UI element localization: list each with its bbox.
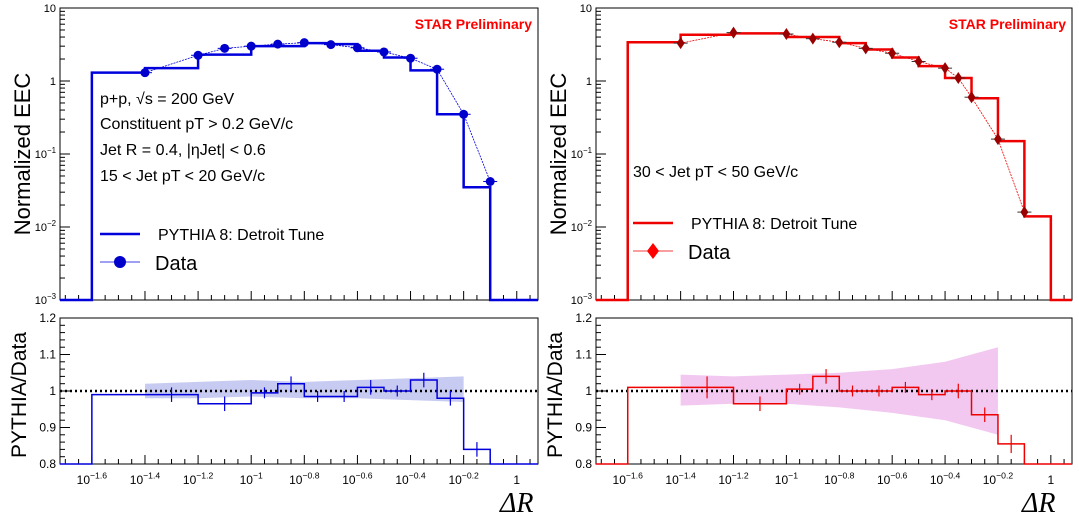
data-point — [914, 55, 923, 68]
data-point — [729, 26, 738, 39]
right-bottom-xtick-label: 10−0.8 — [824, 471, 855, 487]
legend-pythia-label: PYTHIA 8: Detroit Tune — [691, 216, 857, 233]
data-point — [941, 62, 950, 75]
legend-data-label: Data — [688, 242, 731, 264]
ratio-histogram — [596, 375, 1072, 465]
left-top-panel: 10−3 10−2 10−1 1 10 Normalized EEC STAR Prelim… — [10, 3, 539, 307]
right-bottom-xtick-label: 10−1.2 — [718, 471, 749, 487]
data-point — [861, 42, 870, 55]
y-axis-title: Normalized EEC — [546, 73, 571, 236]
ytick-label: 1.1 — [39, 348, 56, 362]
data-point — [246, 41, 256, 51]
ytick-label: 1 — [50, 76, 56, 88]
annotation-text: 30 < Jet pT < 50 GeV/c — [633, 164, 798, 181]
left-bottom-xtick-label: 10−0.6 — [342, 471, 373, 487]
ratio-y-axis-title: PYTHIA/Data — [544, 332, 567, 458]
delta-r-label-right: ΔR — [1021, 488, 1056, 519]
ytick-label: 1.2 — [575, 311, 592, 325]
ytick-label: 0.8 — [39, 457, 56, 471]
star-preliminary-label: STAR Preliminary — [949, 16, 1066, 32]
data-line — [144, 42, 491, 182]
data-point — [1020, 206, 1029, 219]
legend-data-swatch — [647, 243, 659, 259]
data-point — [459, 109, 469, 119]
left-bottom-xtick-label: 10−1.2 — [183, 471, 214, 487]
ytick-label: 1 — [586, 76, 592, 88]
ytick-label: 1 — [49, 384, 56, 398]
data-line — [680, 32, 1025, 213]
data-point — [140, 68, 150, 78]
ytick-label: 10−1 — [35, 146, 57, 161]
data-point — [379, 47, 389, 57]
data-point — [352, 43, 362, 53]
data-point — [967, 91, 976, 104]
ratio-histogram — [60, 379, 538, 465]
data-point — [193, 50, 203, 60]
data-point — [808, 32, 817, 45]
data-point — [485, 177, 495, 187]
right-bottom-xtick-label: 10−0.6 — [877, 471, 908, 487]
right-bottom-xtick-label: 10−0.4 — [930, 471, 961, 487]
data-point — [299, 38, 309, 48]
ytick-label: 0.9 — [39, 421, 56, 435]
star-preliminary-label: STAR Preliminary — [415, 16, 532, 32]
ytick-label: 10 — [580, 3, 592, 15]
panels-layer: 10−3 10−2 10−1 1 10 Normalized EEC STAR Prelim… — [8, 3, 1073, 487]
right-bottom-xtick-label: 10−1 — [775, 471, 798, 487]
right-bottom-xtick-label: 10−1.4 — [665, 471, 696, 487]
right-bottom-xtick-label: 1 — [1048, 473, 1055, 487]
ytick-label: 10−2 — [35, 219, 56, 234]
data-point — [676, 37, 685, 50]
data-point — [835, 36, 844, 49]
ytick-label: 1 — [585, 384, 592, 398]
annotation-text: 15 < Jet pT < 20 GeV/c — [100, 168, 265, 185]
right-bottom-xtick-label: 10−1.6 — [613, 471, 644, 487]
annotation-text: Constituent pT > 0.2 GeV/c — [100, 116, 293, 133]
left-bottom-xtick-label: 10−0.8 — [289, 471, 320, 487]
left-bottom-xtick-label: 10−1.6 — [77, 471, 108, 487]
legend-data-label: Data — [155, 253, 198, 275]
ratio-y-axis-title: PYTHIA/Data — [8, 332, 31, 458]
data-point — [273, 39, 283, 49]
ytick-label: 10−1 — [571, 146, 593, 161]
left-bottom-xtick-label: 10−1.4 — [130, 471, 161, 487]
left-bottom-xtick-label: 10−0.2 — [448, 471, 479, 487]
legend-data-swatch — [114, 256, 126, 268]
data-point — [888, 47, 897, 60]
ytick-label: 1.2 — [39, 311, 56, 325]
ytick-label: 10−3 — [35, 292, 57, 307]
legend-pythia-label: PYTHIA 8: Detroit Tune — [158, 227, 324, 244]
y-axis-title: Normalized EEC — [10, 73, 35, 236]
left-bottom-xtick-label: 1 — [513, 473, 520, 487]
data-point — [432, 64, 442, 74]
ytick-label: 0.9 — [575, 421, 592, 435]
ytick-label: 1.1 — [575, 348, 592, 362]
data-point — [993, 133, 1002, 146]
data-point — [220, 43, 230, 53]
right-bottom-xtick-label: 10−0.2 — [983, 471, 1014, 487]
ytick-label: 10 — [44, 3, 56, 15]
data-point — [326, 40, 336, 50]
left-bottom-xtick-label: 10−1 — [240, 471, 263, 487]
left-bottom-panel: 0.8 0.9 1 1.1 1.2 10−1.6 10−1.4 10−1.2 10−1 10−0.… — [8, 311, 539, 487]
ytick-label: 10−3 — [571, 292, 593, 307]
data-point — [954, 71, 963, 84]
data-point — [406, 53, 416, 63]
right-bottom-panel: 0.8 0.9 1 1.1 1.2 10−1.6 10−1.4 10−1.2 10−1 10−0.… — [544, 311, 1073, 487]
ytick-label: 10−2 — [571, 219, 592, 234]
data-point — [782, 28, 791, 41]
right-top-frame — [595, 7, 1073, 301]
delta-r-label-left: ΔR — [499, 488, 534, 519]
right-top-panel: 10−3 10−2 10−1 1 10 Normalized EEC STAR Prelim… — [546, 3, 1073, 307]
left-bottom-xtick-label: 10−0.4 — [395, 471, 426, 487]
annotation-text: p+p, √s = 200 GeV — [100, 91, 235, 108]
annotation-text: Jet R = 0.4, |ηJet| < 0.6 — [100, 142, 266, 159]
ytick-label: 0.8 — [575, 457, 592, 471]
